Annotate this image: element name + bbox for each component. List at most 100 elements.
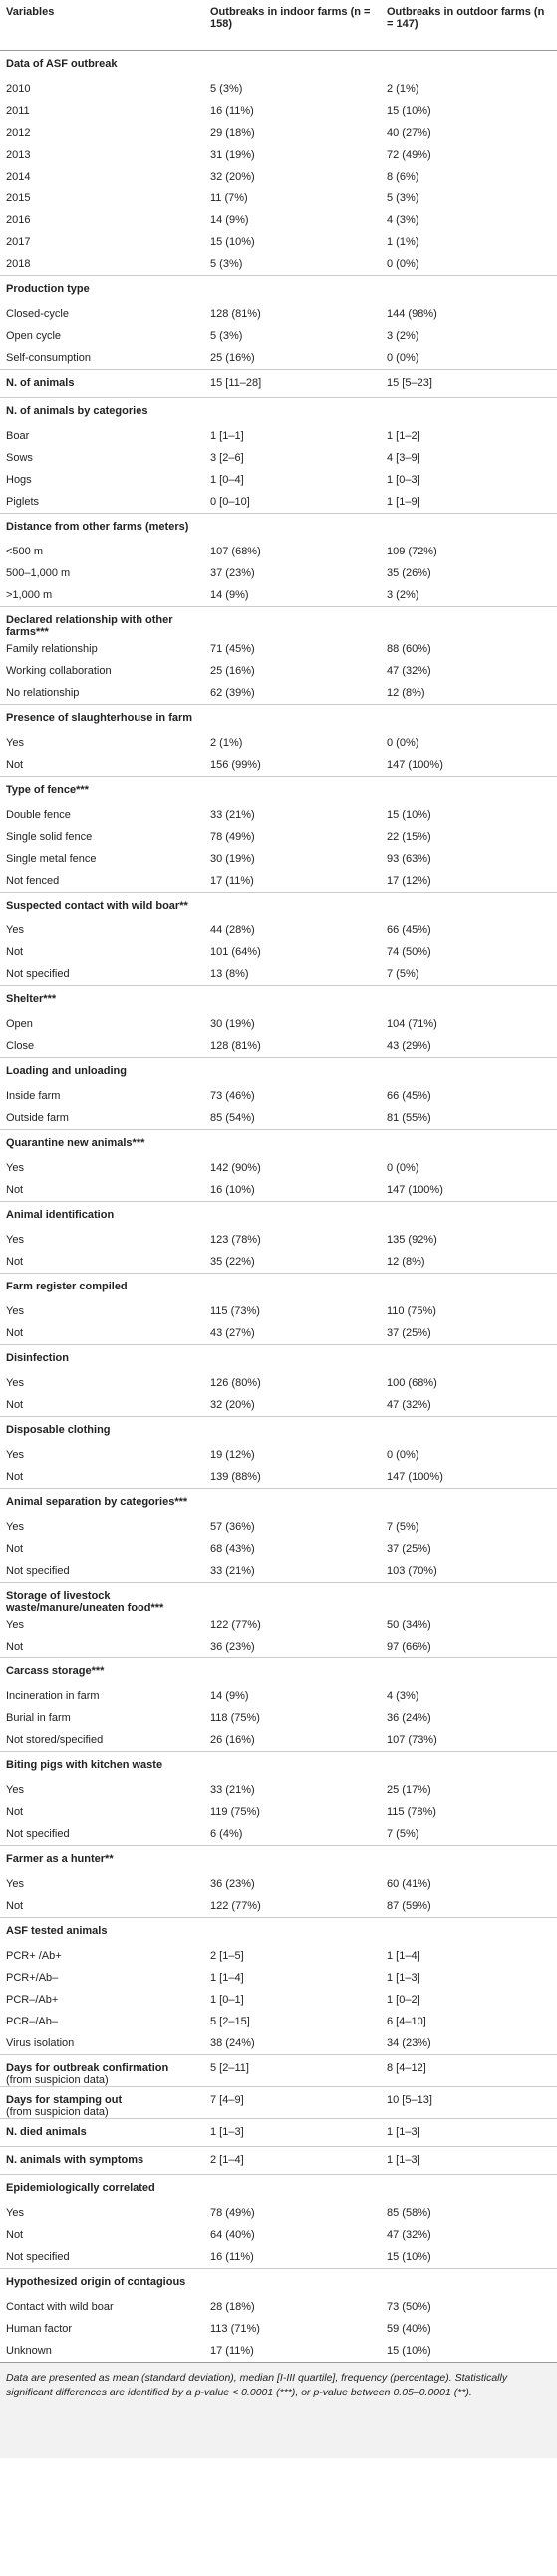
cell-empty <box>381 1845 557 1873</box>
data-row: 2014 32 (20%) 8 (6%) <box>0 166 557 187</box>
cell-value: 1 [1–2] <box>387 430 420 442</box>
cell-empty <box>204 704 381 732</box>
cell-value: 62 (39%) <box>210 687 255 699</box>
section-row: Epidemiologically correlated <box>0 2174 557 2202</box>
cell-value: 30 (19%) <box>210 1018 255 1030</box>
cell-value: 104 (71%) <box>387 1018 437 1030</box>
cell-value: 68 (43%) <box>210 1543 255 1555</box>
data-row: Not 101 (64%) 74 (50%) <box>0 941 557 963</box>
cell-value: 12 (8%) <box>387 687 425 699</box>
cell-value: 36 (23%) <box>210 1878 255 1890</box>
cell-value: 32 (20%) <box>210 171 255 183</box>
cell-value: 4 (3%) <box>387 1690 419 1702</box>
data-row: Not 43 (27%) 37 (25%) <box>0 1322 557 1345</box>
cell-empty <box>381 1657 557 1685</box>
section-title-text: Loading and unloading <box>6 1065 127 1077</box>
cell-value: 113 (71%) <box>210 2323 260 2335</box>
cell-value: 32 (20%) <box>210 1399 255 1411</box>
cell-value: 6 [4–10] <box>387 2016 426 2027</box>
row-label: Not fenced <box>6 875 60 887</box>
cell-value: 81 (55%) <box>387 1112 431 1124</box>
section-title: Disinfection <box>0 1344 204 1372</box>
row-label: No relationship <box>6 687 80 699</box>
cell-value: 35 (22%) <box>210 1256 255 1268</box>
cell-value: 25 (16%) <box>210 352 255 364</box>
cell-value: 15 (10%) <box>387 809 431 821</box>
cell-empty <box>204 1344 381 1372</box>
data-row: 2017 15 (10%) 1 (1%) <box>0 231 557 253</box>
section-row: Distance from other farms (meters) <box>0 513 557 541</box>
cell-value: 59 (40%) <box>387 2323 431 2335</box>
data-row: Yes 126 (80%) 100 (68%) <box>0 1372 557 1394</box>
cell-value: 15 [11–28] <box>204 369 381 398</box>
cell-value: 37 (23%) <box>210 567 255 579</box>
cell-value: 22 (15%) <box>387 831 431 843</box>
data-row: Yes 33 (21%) 25 (17%) <box>0 1779 557 1801</box>
cell-value: 36 (24%) <box>387 1712 431 1724</box>
row-label: PCR+ /Ab+ <box>6 1950 62 1962</box>
row-label: 2012 <box>6 127 31 139</box>
cell-empty <box>381 606 557 638</box>
row-label: Inside farm <box>6 1090 61 1102</box>
cell-value: 6 (4%) <box>210 1828 243 1840</box>
cell-empty <box>204 1488 381 1516</box>
data-row: 2010 5 (3%) 2 (1%) <box>0 78 557 100</box>
cell-value: 8 [4–12] <box>381 2054 557 2087</box>
cell-empty <box>381 1582 557 1614</box>
cell-value: 19 (12%) <box>210 1449 255 1461</box>
row-label: Family relationship <box>6 643 98 655</box>
section-title: Hypothesized origin of contagious <box>0 2268 204 2296</box>
cell-empty <box>204 1582 381 1614</box>
row-label: 2016 <box>6 214 31 226</box>
section-title: Quarantine new animals*** <box>0 1129 204 1157</box>
data-row: 2011 16 (11%) 15 (10%) <box>0 100 557 122</box>
cell-value: 15 (10%) <box>387 2251 431 2263</box>
data-row: Yes 115 (73%) 110 (75%) <box>0 1300 557 1322</box>
cell-value: 16 (11%) <box>210 2251 254 2263</box>
cell-value: 78 (49%) <box>210 831 255 843</box>
data-row: Human factor 113 (71%) 59 (40%) <box>0 2318 557 2340</box>
section-title-text: Days for stamping out <box>6 2094 123 2106</box>
section-title-text: N. animals with symptoms <box>6 2154 144 2166</box>
cell-empty <box>381 513 557 541</box>
row-label: Not <box>6 946 24 958</box>
cell-value: 40 (27%) <box>387 127 431 139</box>
cell-value: 103 (70%) <box>387 1565 437 1577</box>
section-row: Carcass storage*** <box>0 1657 557 1685</box>
data-row: Unknown 17 (11%) 15 (10%) <box>0 2340 557 2362</box>
row-label: Unknown <box>6 2345 52 2357</box>
cell-value: 78 (49%) <box>210 2207 255 2219</box>
data-row: Yes 78 (49%) 85 (58%) <box>0 2202 557 2224</box>
section-title: Carcass storage*** <box>0 1657 204 1685</box>
row-label: Yes <box>6 1234 24 1246</box>
data-row: 2015 11 (7%) 5 (3%) <box>0 187 557 209</box>
row-label: 2011 <box>6 105 30 117</box>
cell-empty <box>381 1488 557 1516</box>
row-label: Hogs <box>6 474 32 486</box>
section-title: Disposable clothing <box>0 1416 204 1444</box>
cell-value: 110 (75%) <box>387 1305 436 1317</box>
cell-empty <box>381 2268 557 2296</box>
data-row: Contact with wild boar 28 (18%) 73 (50%) <box>0 2296 557 2318</box>
cell-empty <box>381 1129 557 1157</box>
section-title: N. animals with symptoms <box>0 2146 204 2175</box>
section-row: N. animals with symptoms 2 [1–4] 1 [1–3] <box>0 2146 557 2175</box>
cell-value: 4 [3–9] <box>387 452 420 464</box>
data-row: Yes 19 (12%) 0 (0%) <box>0 1444 557 1466</box>
row-label: Closed-cycle <box>6 308 69 320</box>
row-label: 2013 <box>6 149 31 161</box>
cell-value: 17 (12%) <box>387 875 431 887</box>
section-title-text: N. of animals <box>6 377 75 389</box>
cell-empty <box>204 1845 381 1873</box>
cell-value: 33 (21%) <box>210 1784 255 1796</box>
data-row: Not 139 (88%) 147 (100%) <box>0 1466 557 1489</box>
cell-value: 1 (1%) <box>387 236 419 248</box>
section-title-text: N. of animals by categories <box>6 405 148 417</box>
data-row: Boar 1 [1–1] 1 [1–2] <box>0 425 557 447</box>
row-label: Not stored/specified <box>6 1734 104 1746</box>
cell-value: 93 (63%) <box>387 853 431 865</box>
cell-value: 128 (81%) <box>210 308 261 320</box>
row-label: Yes <box>6 1878 24 1890</box>
cell-value: 142 (90%) <box>210 1162 261 1174</box>
